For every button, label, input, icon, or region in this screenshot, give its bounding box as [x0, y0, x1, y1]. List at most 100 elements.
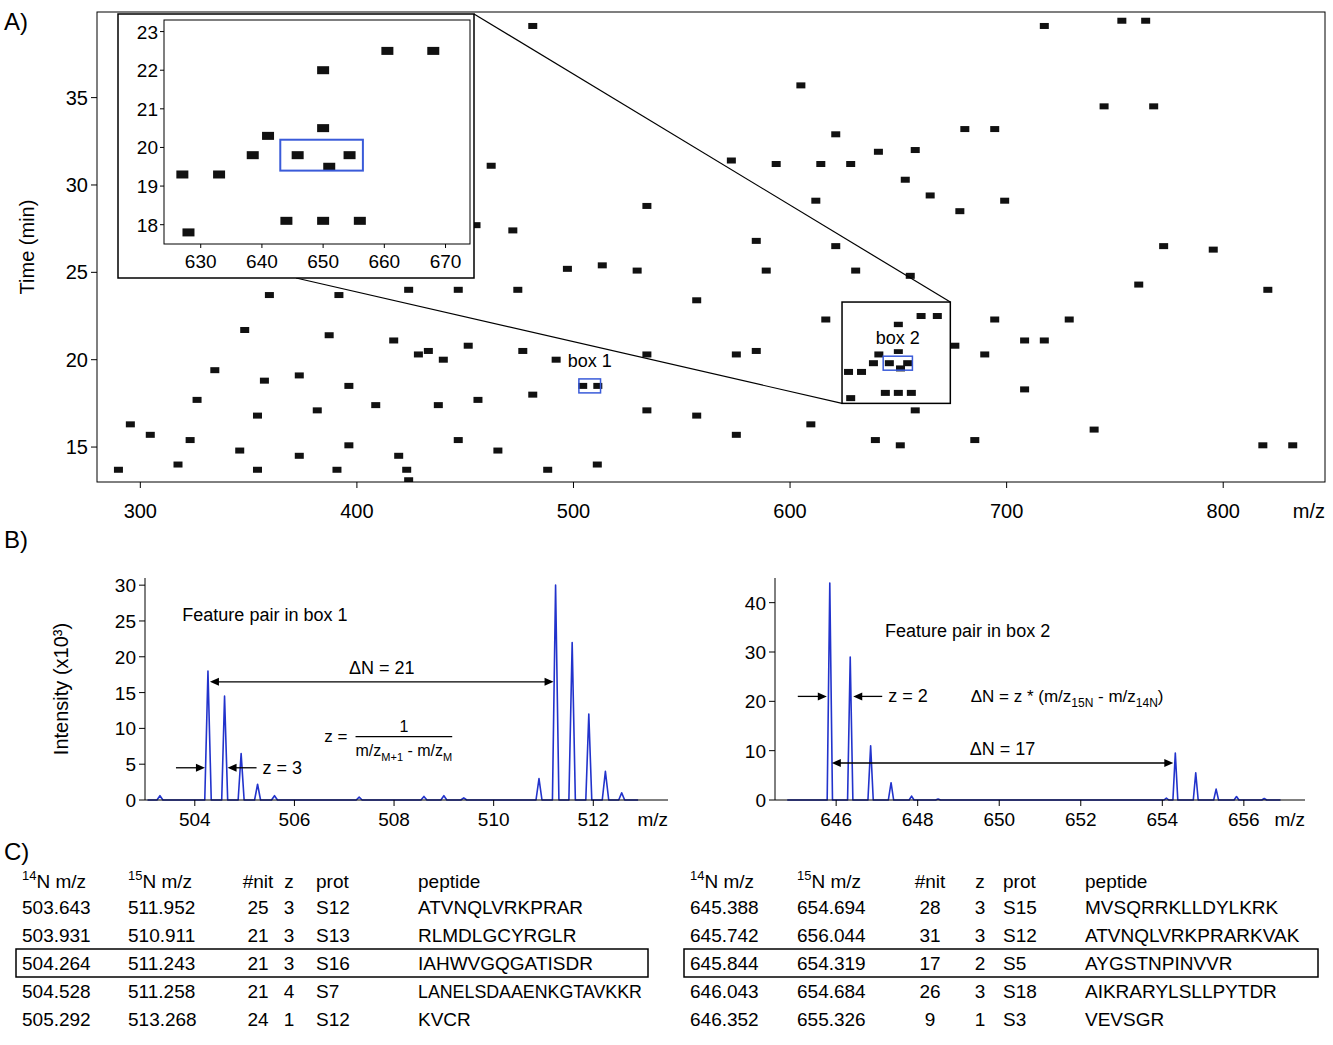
inset-y-tick: [160, 147, 164, 148]
spot: [894, 390, 903, 396]
spot: [552, 357, 561, 363]
spectrum-group: [147, 585, 638, 800]
spot: [896, 442, 905, 448]
spot: [642, 203, 651, 209]
table-cell: 504.528: [22, 981, 91, 1002]
table-cell: 646.352: [690, 1009, 759, 1030]
header-sup: 14: [690, 868, 704, 883]
inset-spot: [344, 151, 356, 159]
table-cell: AYGSTNPINVVR: [1085, 953, 1232, 974]
spot: [473, 397, 482, 403]
table-cell: 24: [247, 1009, 269, 1030]
spectrum-line: [147, 585, 638, 800]
column-header: 14N m/z: [690, 868, 754, 892]
y-tick-label: 20: [115, 647, 136, 668]
inset-x-tick: [200, 244, 201, 248]
y-tick-label: 30: [66, 174, 88, 196]
x-tick-label: 400: [340, 500, 373, 522]
x-tick: [294, 800, 295, 806]
column-header: z: [284, 871, 294, 892]
arrow-head: [545, 678, 554, 686]
spot: [894, 322, 903, 328]
inset-plot-frame: [164, 20, 470, 244]
spot: [1159, 243, 1168, 249]
table-cell: RLMDLGCYRGLR: [418, 925, 576, 946]
spot: [528, 392, 537, 398]
y-tick: [139, 764, 145, 765]
column-header: peptide: [418, 871, 480, 892]
x-tick: [194, 800, 195, 806]
table-cell: 3: [975, 981, 986, 1002]
spacing-arrow: [859, 696, 882, 697]
inset-spot: [182, 228, 194, 236]
table-cell: 3: [975, 897, 986, 918]
y-tick: [91, 359, 97, 360]
inset-spot: [262, 132, 274, 140]
x-tick: [1223, 482, 1224, 488]
feature-box: [883, 356, 912, 370]
spot: [871, 437, 880, 443]
spot: [253, 467, 262, 473]
y-tick: [139, 620, 145, 621]
annotation: z = 3: [176, 758, 302, 778]
y-tick: [769, 652, 775, 653]
arrow-head: [228, 764, 237, 772]
y-tick: [769, 701, 775, 702]
x-axis-line: [145, 800, 668, 801]
spot: [1040, 337, 1049, 343]
header-text: N m/z: [704, 871, 754, 892]
table-cell: LANELSDAAENKGTAVKKR: [418, 982, 642, 1002]
inset-spot: [317, 66, 329, 74]
x-tick: [394, 800, 395, 806]
spot: [1020, 386, 1029, 392]
x-tick-label: 300: [124, 500, 157, 522]
column-header: 15N m/z: [128, 868, 192, 892]
x-tick: [593, 800, 594, 806]
x-tick-label: 654: [1146, 809, 1178, 830]
inset-spot: [292, 151, 304, 159]
span-arrow: [216, 681, 548, 682]
y-tick: [139, 692, 145, 693]
formula-part: ): [1158, 687, 1164, 706]
spot: [265, 292, 274, 298]
formula-text: z =: [324, 727, 347, 746]
arrow-head: [818, 692, 827, 700]
inset-y-tick: [160, 31, 164, 32]
table-cell: 21: [247, 981, 268, 1002]
spot: [114, 467, 123, 473]
table-cell: S12: [1003, 925, 1037, 946]
arrow-head: [1164, 759, 1173, 767]
y-tick: [139, 585, 145, 586]
y-tick-label: 25: [66, 261, 88, 283]
x-tick-label: 600: [773, 500, 806, 522]
spot: [642, 407, 651, 413]
inset-y-tick-label: 23: [137, 22, 158, 43]
inset-spot: [323, 163, 335, 171]
spot: [851, 268, 860, 274]
highlight-box: [684, 949, 1318, 977]
panel-letter: A): [4, 8, 28, 35]
x-tick: [573, 482, 574, 488]
formula-part: ΔN = z * (m/z: [971, 687, 1072, 706]
spot: [146, 432, 155, 438]
y-axis-line: [775, 578, 776, 800]
spot: [454, 437, 463, 443]
annotation: ΔN = z * (m/z15N - m/z14N): [971, 687, 1164, 710]
inset-spot: [247, 151, 259, 159]
formula-part: M+1: [381, 751, 403, 763]
arrow-head: [853, 692, 862, 700]
spot: [1117, 18, 1126, 24]
table-cell: 1: [284, 1009, 295, 1030]
column-header: #nit: [243, 871, 274, 892]
spot: [806, 421, 815, 427]
spot: [487, 163, 496, 169]
formula-denominator: m/zM+1 - m/zM: [356, 742, 453, 763]
inset-x-tick: [323, 244, 324, 248]
inset-y-tick-label: 20: [137, 137, 158, 158]
inset-y-tick: [160, 224, 164, 225]
spot: [404, 477, 413, 482]
inset-spot: [427, 47, 439, 55]
spot: [926, 192, 935, 198]
column-header: prot: [1003, 871, 1036, 892]
inset-x-tick-label: 640: [246, 251, 278, 272]
